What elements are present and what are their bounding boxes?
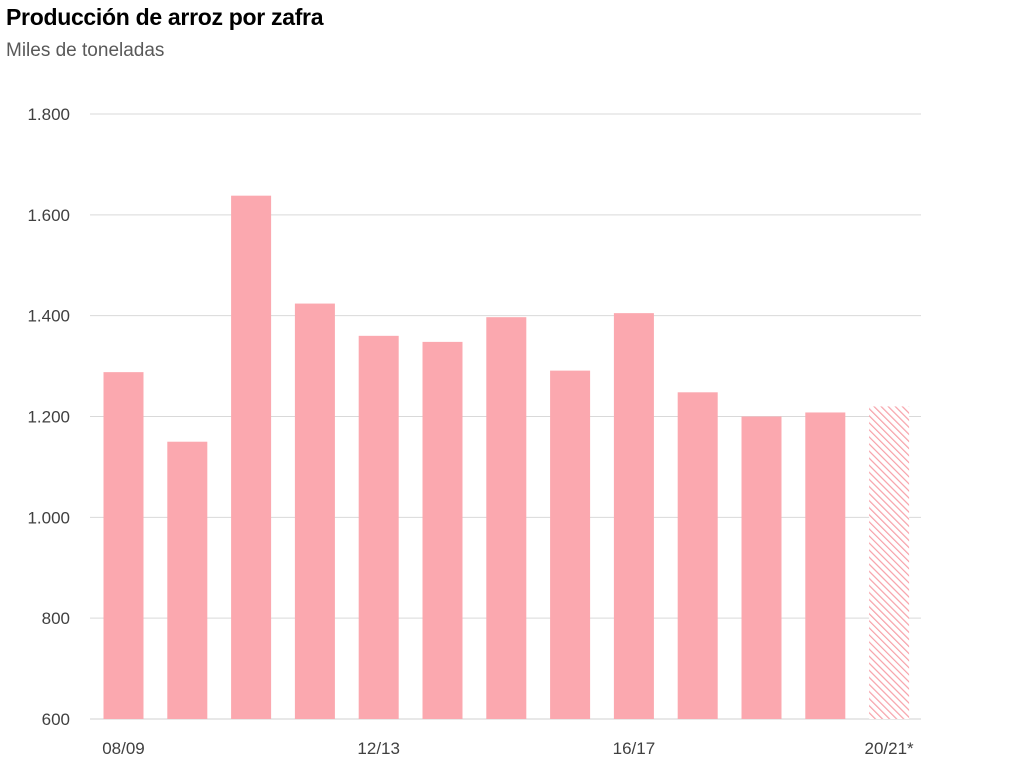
bar-19-20: [805, 412, 846, 719]
bar-09-10: [167, 441, 208, 719]
x-tick-label: 16/17: [613, 739, 656, 758]
bar-08-09: [103, 372, 144, 719]
bar-18-19: [741, 416, 782, 719]
y-tick-label: 1.000: [27, 508, 70, 527]
y-tick-label: 1.800: [27, 105, 70, 124]
x-tick-label: 08/09: [102, 739, 145, 758]
chart-subtitle: Miles de toneladas: [6, 40, 165, 61]
bar-14-15: [486, 317, 527, 719]
x-tick-label: 20/21*: [865, 739, 915, 758]
bar-11-12: [294, 303, 335, 719]
bar-15-16: [550, 370, 591, 719]
y-tick-label: 1.200: [27, 408, 70, 427]
y-tick-label: 1.600: [27, 206, 70, 225]
y-axis-labels: 600 800 1.000 1.200 1.400 1.600 1.800: [27, 105, 70, 729]
chart-title: Producción de arroz por zafra: [6, 4, 324, 30]
bar-10-11: [231, 195, 272, 720]
bar-12-13: [358, 335, 399, 719]
bar-16-17: [613, 313, 654, 719]
y-tick-label: 1.400: [27, 307, 70, 326]
bar-13-14: [422, 341, 463, 719]
x-tick-label: 12/13: [357, 739, 400, 758]
bar-17-18: [677, 392, 718, 719]
y-tick-label: 600: [42, 710, 70, 729]
y-tick-label: 800: [42, 609, 70, 628]
bars: [103, 195, 910, 720]
x-axis-labels: 08/09 12/13 16/17 20/21*: [102, 739, 914, 758]
bar-20-21-: [869, 406, 910, 719]
